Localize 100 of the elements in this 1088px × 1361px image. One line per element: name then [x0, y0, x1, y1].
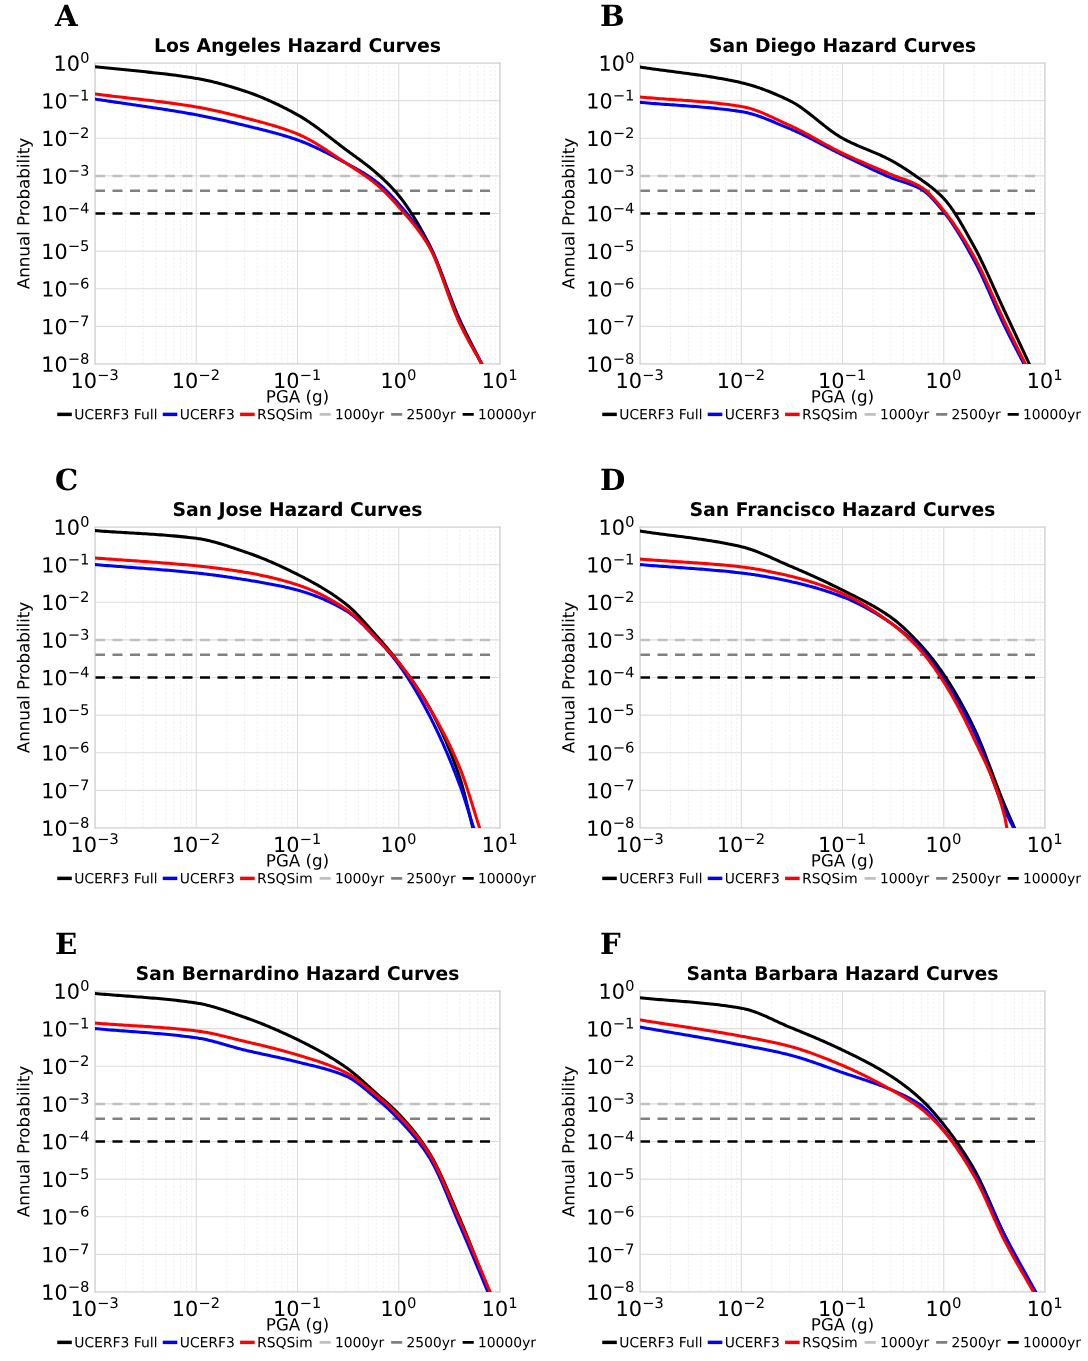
legend-label: UCERF3 Full	[75, 1336, 157, 1348]
legend-label: RSQSim	[258, 408, 312, 422]
legend-label: 2500yr	[952, 1336, 1001, 1351]
y-tick-label: 10$^{0}$	[55, 515, 89, 536]
y-tick-label: 10$^{−5}$	[43, 240, 89, 260]
legend-label: UCERF3	[180, 1336, 234, 1348]
y-tick-label: 10$^{−3}$	[43, 164, 89, 184]
y-tick-label: 10$^{−3}$	[588, 164, 634, 184]
x-tick-label: 10$^{−1}$	[275, 833, 320, 853]
y-tick-label: 10$^{−2}$	[588, 591, 633, 611]
legend-label: 10000yr	[1024, 408, 1082, 423]
chart-title: San Francisco Hazard Curves	[691, 501, 995, 517]
legend-label: UCERF3 Full	[75, 872, 157, 884]
y-tick-label: 10$^{−7}$	[43, 315, 89, 335]
y-axis-title: Annual Probability	[16, 602, 33, 754]
text: A	[54, 4, 78, 27]
y-tick-label: 10$^{0}$	[600, 979, 634, 1000]
legend-label: 10000yr	[479, 872, 537, 887]
legend-label: UCERF3	[725, 408, 779, 420]
y-tick-label: 10$^{−4}$	[43, 202, 89, 222]
x-tick-label: 10$^{−2}$	[174, 1297, 219, 1317]
y-tick-label: 10$^{−5}$	[43, 1168, 89, 1188]
y-tick-label: 10$^{0}$	[55, 51, 89, 72]
legend-label: UCERF3 Full	[75, 408, 157, 420]
x-tick-label: 10$^{−2}$	[174, 833, 219, 853]
y-tick-label: 10$^{−5}$	[588, 240, 634, 260]
y-axis-title: Annual Probability	[561, 1066, 578, 1218]
chart-title: Los Angeles Hazard Curves	[155, 37, 441, 56]
chart-title: San Bernardino Hazard Curves	[137, 965, 459, 981]
y-tick-label: 10$^{−7}$	[588, 315, 634, 335]
legend-label: 1000yr	[881, 408, 930, 423]
legend-label: 2500yr	[407, 1336, 456, 1351]
x-tick-label: 10$^{−1}$	[275, 369, 320, 389]
y-tick-label: 10$^{−1}$	[588, 553, 634, 573]
legend-label: RSQSim	[803, 1336, 857, 1350]
x-tick-label: 10$^{−2}$	[719, 1297, 764, 1317]
text: E	[56, 932, 76, 955]
y-tick-label: 10$^{−6}$	[43, 277, 89, 297]
y-tick-label: 10$^{−6}$	[588, 277, 634, 297]
legend-label: 2500yr	[407, 872, 456, 887]
x-tick-label: 10$^{1}$	[1028, 1297, 1062, 1317]
legend-label: RSQSim	[803, 408, 857, 422]
legend-label: 2500yr	[407, 408, 456, 423]
x-tick-label: 10$^{−2}$	[719, 833, 764, 853]
chart-title: Santa Barbara Hazard Curves	[687, 965, 998, 981]
chart-title: San Jose Hazard Curves	[173, 501, 422, 520]
y-tick-label: 10$^{−4}$	[588, 666, 634, 686]
x-tick-label: 10$^{−1}$	[275, 1297, 320, 1317]
y-tick-label: 10$^{−1}$	[43, 1017, 89, 1037]
x-tick-label: 10$^{0}$	[927, 369, 961, 389]
legend-label: 1000yr	[881, 1336, 930, 1351]
text: D	[601, 468, 625, 491]
legend-label: 2500yr	[952, 872, 1001, 887]
legend-label: 1000yr	[336, 1336, 385, 1351]
legend-label: UCERF3	[180, 872, 234, 884]
text: C	[56, 468, 77, 491]
legend-label: 10000yr	[1024, 872, 1082, 887]
text: B	[601, 4, 624, 27]
y-tick-label: 10$^{−1}$	[588, 89, 634, 109]
legend-label: 2500yr	[952, 408, 1001, 423]
legend-label: 10000yr	[1024, 1336, 1082, 1351]
legend-label: RSQSim	[258, 1336, 312, 1350]
y-tick-label: 10$^{−4}$	[588, 1130, 634, 1150]
y-tick-label: 10$^{−2}$	[43, 1055, 88, 1075]
x-axis-title: PGA (g)	[267, 853, 328, 870]
y-tick-label: 10$^{−2}$	[588, 1055, 633, 1075]
legend-label: 10000yr	[479, 408, 537, 423]
x-axis-title: PGA (g)	[812, 853, 873, 870]
x-tick-label: 10$^{−2}$	[719, 369, 764, 389]
y-tick-label: 10$^{0}$	[600, 51, 634, 72]
y-tick-label: 10$^{−2}$	[43, 127, 88, 147]
x-tick-label: 10$^{−2}$	[174, 369, 219, 389]
y-tick-label: 10$^{−1}$	[588, 1017, 634, 1037]
text: F	[601, 932, 621, 955]
x-tick-label: 10$^{−1}$	[820, 833, 865, 853]
x-tick-label: 10$^{0}$	[382, 1297, 416, 1317]
y-axis-title: Annual Probability	[16, 1066, 33, 1218]
y-tick-label: 10$^{−6}$	[43, 741, 89, 761]
x-tick-label: 10$^{1}$	[1028, 833, 1062, 853]
x-axis-title: PGA (g)	[812, 1317, 873, 1334]
y-tick-label: 10$^{−7}$	[43, 1243, 89, 1263]
legend-label: 10000yr	[479, 1336, 537, 1351]
x-tick-label: 10$^{0}$	[382, 369, 416, 389]
legend-label: 1000yr	[881, 872, 930, 887]
legend-label: UCERF3 Full	[620, 408, 702, 420]
y-tick-label: 10$^{−2}$	[43, 591, 88, 611]
y-tick-label: 10$^{−6}$	[588, 741, 634, 761]
y-tick-label: 10$^{−3}$	[588, 1092, 634, 1112]
y-tick-label: 10$^{−3}$	[588, 628, 634, 648]
x-tick-label: 10$^{1}$	[483, 369, 517, 389]
y-tick-label: 10$^{−1}$	[43, 89, 89, 109]
y-tick-label: 10$^{−4}$	[588, 202, 634, 222]
y-tick-label: 10$^{−7}$	[43, 779, 89, 799]
legend-label: UCERF3	[725, 1336, 779, 1348]
legend-label: 1000yr	[336, 872, 385, 887]
y-tick-label: 10$^{−2}$	[588, 127, 633, 147]
x-tick-label: 10$^{0}$	[927, 1297, 961, 1317]
x-axis-title: PGA (g)	[812, 389, 873, 406]
y-tick-label: 10$^{−4}$	[43, 666, 89, 686]
legend-label: RSQSim	[803, 872, 857, 886]
